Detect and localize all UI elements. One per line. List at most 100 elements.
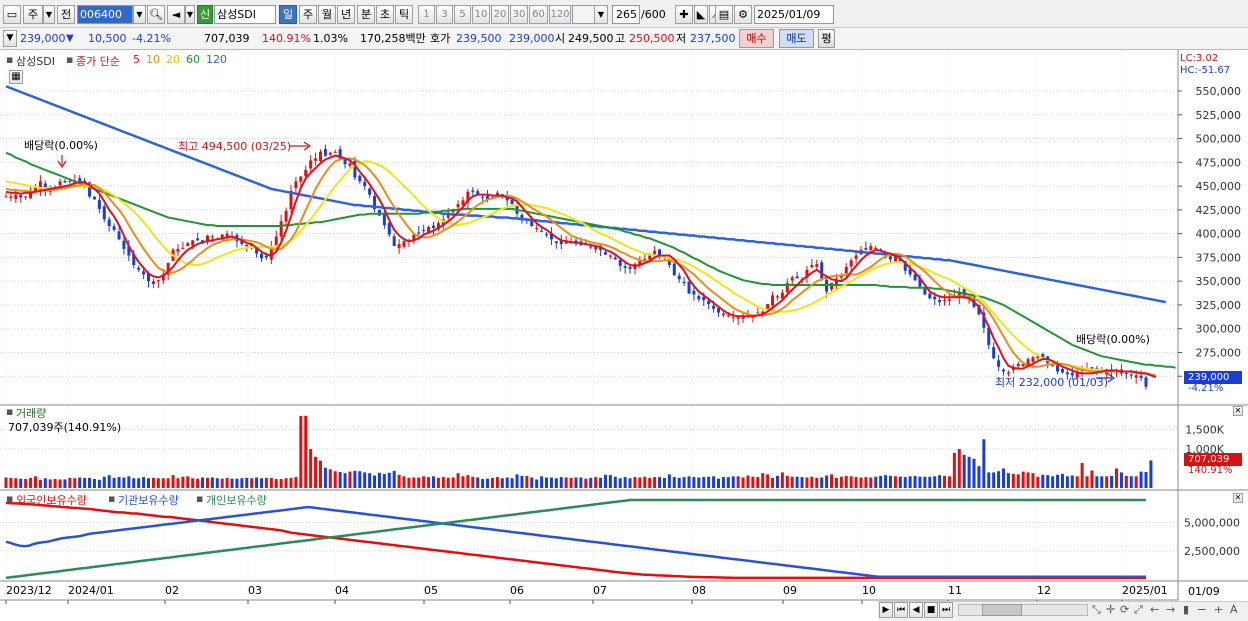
tab-year[interactable]: 년 bbox=[337, 5, 355, 24]
extra-button[interactable]: 평 bbox=[818, 29, 835, 48]
candle-body bbox=[1021, 363, 1025, 367]
ex-div-arrow-icon bbox=[57, 155, 67, 169]
plus-icon[interactable]: + bbox=[1214, 603, 1224, 616]
search-icon[interactable]: 🔍︎ bbox=[147, 5, 165, 24]
minute-60[interactable]: 60 bbox=[529, 5, 548, 24]
chart-area[interactable]: 250,000275,000300,000325,000350,000375,0… bbox=[0, 50, 1248, 621]
candle-body bbox=[717, 308, 720, 313]
candle-body bbox=[279, 221, 283, 237]
minute-3[interactable]: 3 bbox=[436, 5, 453, 24]
volume-bar bbox=[810, 476, 814, 488]
close-icon[interactable]: ✕ bbox=[1233, 493, 1243, 503]
volume-bar bbox=[697, 477, 701, 488]
candle-body bbox=[1011, 367, 1015, 371]
volume-bar bbox=[417, 477, 421, 488]
volume-bar bbox=[456, 473, 460, 488]
y-tick-label: 500,000 bbox=[1196, 133, 1242, 146]
volume-bar bbox=[957, 449, 961, 488]
candle-body bbox=[545, 234, 549, 236]
volume-bar bbox=[653, 477, 657, 488]
candle-body bbox=[314, 158, 318, 161]
refresh-icon[interactable]: ⟳ bbox=[1120, 603, 1130, 616]
volume-bar bbox=[387, 472, 391, 488]
volume-bar bbox=[628, 478, 632, 488]
volume-bar bbox=[623, 477, 627, 488]
zoom-icon[interactable]: ⤡ bbox=[1092, 603, 1101, 616]
chevron-down-icon[interactable]: ▼ bbox=[185, 5, 195, 24]
volume-bar bbox=[756, 477, 760, 488]
date-input[interactable]: 2025/01/09 bbox=[754, 5, 834, 24]
candle-body bbox=[599, 246, 603, 250]
candle-body bbox=[1129, 374, 1133, 376]
minute-30[interactable]: 30 bbox=[510, 5, 528, 24]
crosshair-icon[interactable]: ✛ bbox=[1106, 603, 1116, 616]
high-label: 고 bbox=[615, 32, 626, 45]
gear-icon[interactable]: ⚙ bbox=[734, 5, 752, 24]
candle-body bbox=[205, 235, 209, 243]
volume-bar bbox=[461, 476, 465, 488]
calculator-icon[interactable]: ▦ bbox=[9, 70, 23, 84]
volume-bar bbox=[196, 478, 200, 488]
crosshair-icon[interactable]: ✚ bbox=[675, 5, 693, 24]
tab-month[interactable]: 월 bbox=[318, 5, 336, 24]
minute-5[interactable]: 5 bbox=[454, 5, 471, 24]
tab-minute[interactable]: 분 bbox=[357, 5, 375, 24]
chart-period-button[interactable]: 주 bbox=[23, 5, 43, 24]
text-tool-icon[interactable]: A bbox=[1230, 603, 1238, 616]
bar-icon[interactable]: ▮ bbox=[1183, 603, 1190, 616]
volume-bar bbox=[471, 476, 475, 488]
move-icon[interactable]: ⤢ bbox=[1134, 603, 1143, 616]
candle-body bbox=[1041, 354, 1045, 360]
pan-right-icon[interactable]: → bbox=[1166, 603, 1176, 616]
minute-1[interactable]: 1 bbox=[418, 5, 435, 24]
tab-tick[interactable]: 틱 bbox=[395, 5, 413, 24]
window-icon[interactable]: ▭ bbox=[3, 5, 21, 24]
volume-bar bbox=[14, 478, 18, 488]
save-icon[interactable]: ▤ bbox=[715, 5, 733, 24]
candle-body bbox=[928, 293, 932, 299]
tool-icon[interactable]: ◣ bbox=[694, 5, 708, 24]
volume-bar bbox=[215, 478, 219, 488]
last-icon[interactable]: ⏭ bbox=[939, 602, 953, 618]
volume-bar bbox=[230, 478, 234, 488]
speaker-icon[interactable]: ◄ bbox=[167, 5, 185, 24]
stop-icon[interactable]: ■ bbox=[924, 602, 938, 618]
price-value: 239,000 bbox=[20, 32, 66, 45]
sell-button[interactable]: 매도 bbox=[779, 29, 814, 48]
tab-week[interactable]: 주 bbox=[299, 5, 317, 24]
volume-bar bbox=[1065, 476, 1069, 488]
scroll-track[interactable] bbox=[958, 604, 1088, 616]
prev-button[interactable]: 전 bbox=[57, 5, 75, 24]
chevron-down-icon[interactable]: ▼ bbox=[43, 5, 55, 24]
scroll-thumb[interactable] bbox=[982, 604, 1022, 616]
candle-body bbox=[712, 305, 716, 309]
minus-icon[interactable]: − bbox=[1197, 603, 1207, 616]
chevron-down-icon[interactable]: ▼ bbox=[3, 30, 17, 47]
next-icon[interactable]: ▶ bbox=[879, 602, 893, 618]
data-count-input[interactable]: 265 bbox=[612, 5, 640, 24]
candle-body bbox=[88, 182, 92, 197]
candle-body bbox=[540, 230, 544, 232]
prev-icon[interactable]: ◀ bbox=[909, 602, 923, 618]
candle-body bbox=[854, 255, 858, 259]
volume-bar bbox=[486, 478, 490, 488]
pan-left-icon[interactable]: ← bbox=[1150, 603, 1160, 616]
volume-bar bbox=[898, 476, 902, 488]
volume-bar bbox=[923, 476, 927, 488]
chevron-down-icon[interactable]: ▼ bbox=[594, 5, 608, 24]
candle-body bbox=[68, 180, 72, 182]
volume-bar bbox=[314, 456, 318, 488]
tab-day[interactable]: 일 bbox=[279, 5, 297, 24]
first-icon[interactable]: ⏮ bbox=[894, 602, 908, 618]
minute-10[interactable]: 10 bbox=[472, 5, 490, 24]
candle-body bbox=[24, 196, 28, 198]
tab-second[interactable]: 초 bbox=[376, 5, 394, 24]
chevron-down-icon[interactable]: ▼ bbox=[133, 5, 146, 24]
buy-button[interactable]: 매수 bbox=[739, 29, 774, 48]
candle-body bbox=[451, 209, 455, 213]
stock-code-input[interactable]: 006400 bbox=[77, 5, 133, 24]
close-icon[interactable]: ✕ bbox=[1233, 406, 1243, 416]
minute-20[interactable]: 20 bbox=[491, 5, 509, 24]
minute-120[interactable]: 120 bbox=[549, 5, 571, 24]
volume-bar bbox=[495, 477, 499, 488]
